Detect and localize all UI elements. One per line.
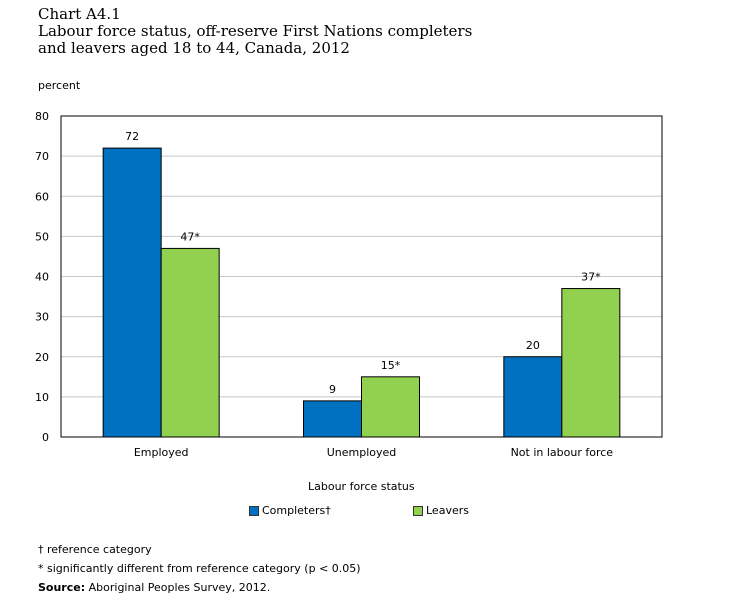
- chart-title: Chart A4.1 Labour force status, off-rese…: [38, 6, 472, 57]
- bar-leavers-0: [160, 247, 220, 438]
- footnote-reference: † reference category: [38, 543, 152, 556]
- y-axis-label: percent: [38, 79, 81, 92]
- bar-completers-0: [102, 147, 162, 438]
- data-label-completers-1: 9: [329, 383, 336, 396]
- chart-title-line-2: and leavers aged 18 to 44, Canada, 2012: [38, 39, 350, 57]
- legend-item-completers: Completers†: [249, 504, 331, 517]
- x-tick-label-2: Not in labour force: [511, 446, 614, 459]
- data-label-completers-2: 20: [526, 339, 540, 352]
- y-tick-label-70: 70: [35, 150, 49, 163]
- legend-swatch-leavers: [413, 505, 423, 516]
- bar-completers-2: [503, 356, 563, 438]
- y-tick-label-60: 60: [35, 190, 49, 203]
- data-label-leavers-1: 15*: [381, 359, 401, 372]
- y-tick-label-40: 40: [35, 271, 49, 284]
- bar-leavers-1: [361, 376, 420, 438]
- footnote-significance: * significantly different from reference…: [38, 562, 361, 575]
- bar-leavers-2: [561, 288, 621, 438]
- data-label-leavers-2: 37*: [581, 271, 601, 284]
- y-tick-label-50: 50: [35, 230, 49, 243]
- legend-label-leavers: Leavers: [426, 504, 469, 517]
- legend-item-leavers: Leavers: [413, 504, 469, 517]
- y-tick-label-80: 80: [35, 110, 49, 123]
- chart-title-line-1: Labour force status, off-reserve First N…: [38, 22, 473, 40]
- x-tick-label-0: Employed: [134, 446, 189, 459]
- chart-number: Chart A4.1: [38, 5, 121, 23]
- source-label: Source:: [38, 581, 86, 594]
- legend-label-completers: Completers†: [262, 504, 331, 517]
- footnote-source: Source: Aboriginal Peoples Survey, 2012.: [38, 578, 361, 597]
- legend-swatch-completers: [249, 505, 259, 516]
- bar-chart: 0 10 20 30 40 50 60 70 80 72 47* Employed 9 15* Unempl…: [35, 110, 663, 459]
- data-label-leavers-0: 47*: [180, 230, 200, 243]
- y-tick-label-0: 0: [42, 431, 49, 444]
- data-label-completers-0: 72: [125, 130, 139, 143]
- x-tick-label-1: Unemployed: [327, 446, 397, 459]
- x-axis-label-text: Labour force status: [308, 480, 415, 493]
- footnotes: † reference category * significantly dif…: [38, 540, 361, 597]
- y-tick-label-20: 20: [35, 351, 49, 364]
- source-text: Aboriginal Peoples Survey, 2012.: [88, 581, 271, 594]
- bar-completers-1: [303, 400, 362, 438]
- y-tick-label-10: 10: [35, 391, 49, 404]
- y-tick-label-30: 30: [35, 311, 49, 324]
